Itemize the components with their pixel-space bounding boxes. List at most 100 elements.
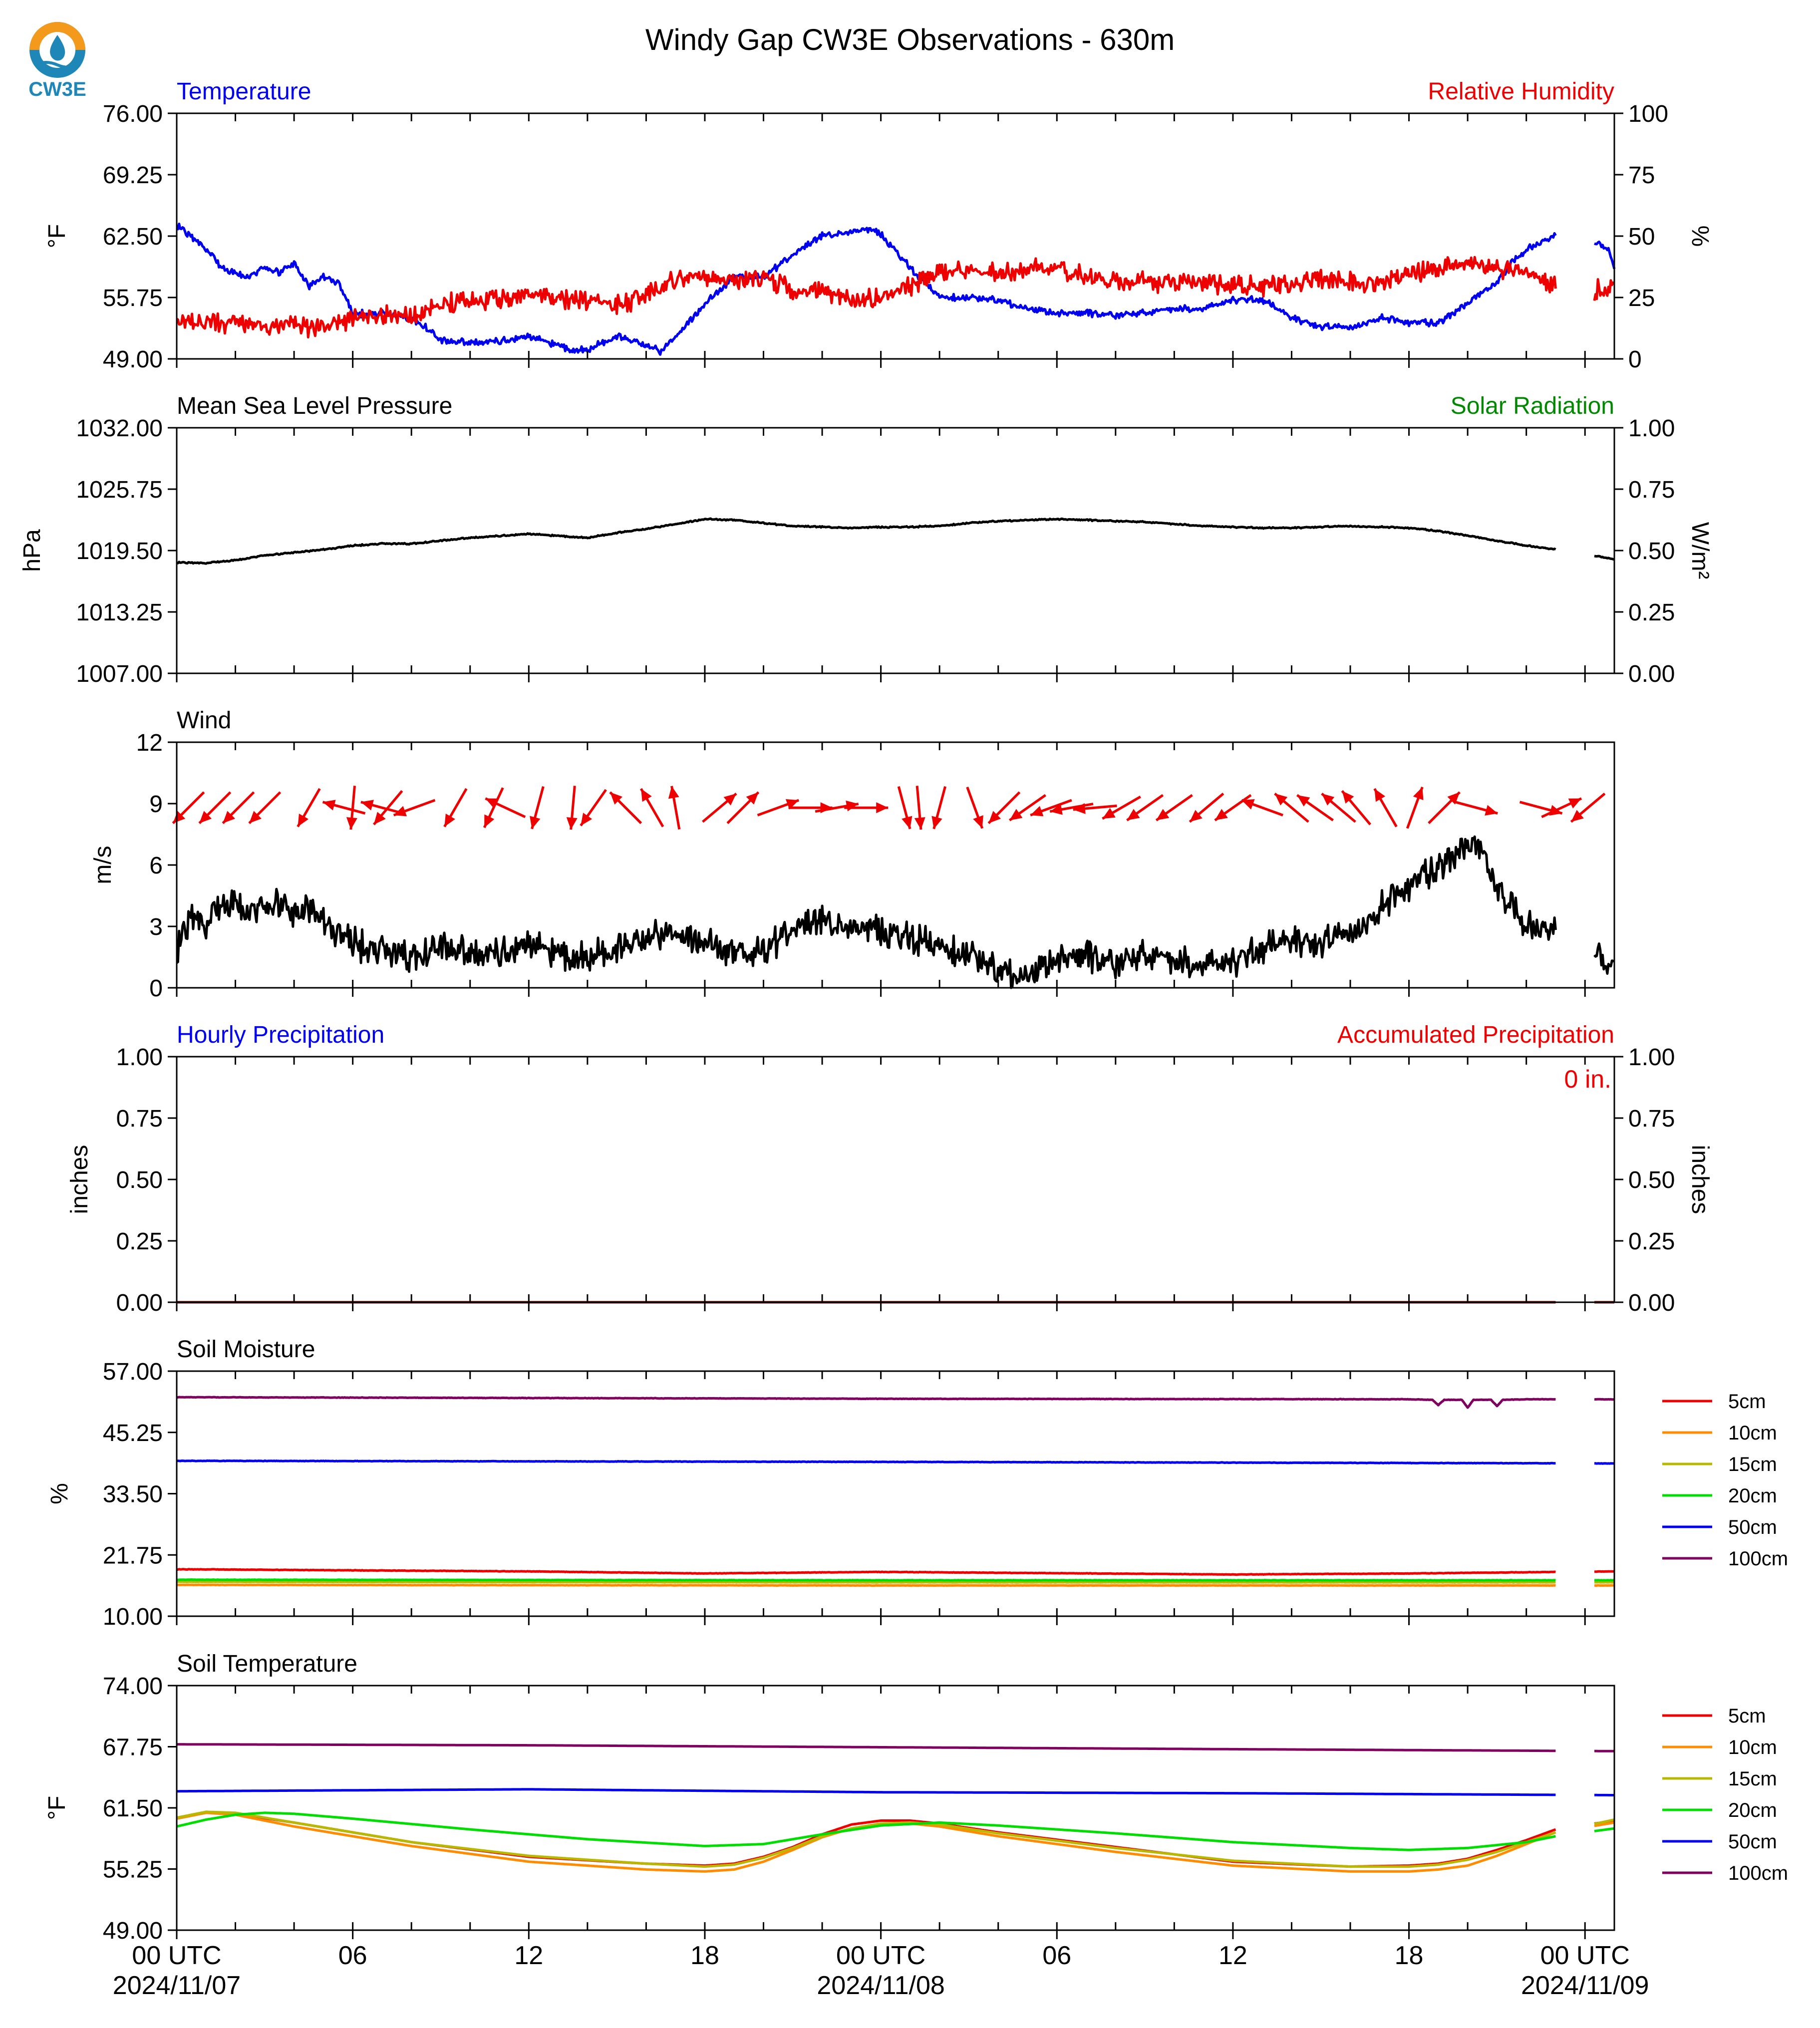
wind-arrow-head [373, 812, 386, 825]
wind-arrow [702, 793, 737, 823]
x-tick-label: 06 [1042, 1941, 1071, 1970]
cw3e-logo-text: CW3E [28, 78, 86, 100]
y-right-tick-label: 1.00 [1628, 415, 1675, 442]
y-right-tick-label: 0.00 [1628, 1290, 1675, 1316]
series-line-mean-sea-level-pressure-part-0 [176, 517, 1556, 565]
pressure-title-right: Solar Radiation [1451, 393, 1614, 419]
wind-arrow [222, 791, 255, 825]
y-left-tick-label: 49.00 [103, 346, 163, 373]
y-left-tick-label: 33.50 [103, 1481, 163, 1508]
y-left-tick-label: 1025.75 [76, 477, 163, 503]
temp_rh-x-ticks [176, 113, 1586, 368]
series-line-10cm-part-1 [1594, 1584, 1615, 1587]
cw3e-logo-sun-icon [29, 22, 85, 50]
wind-arrow [844, 802, 889, 814]
soil_moisture-title-left: Soil Moisture [177, 1336, 315, 1363]
legend-label: 5cm [1728, 1391, 1766, 1413]
wind-arrow-head [973, 815, 983, 829]
wind-arrow-head [1274, 793, 1288, 806]
legend-label: 100cm [1728, 1862, 1788, 1884]
pressure-x-ticks [176, 428, 1586, 682]
legend-label: 100cm [1728, 1548, 1788, 1570]
temp_rh-y-left-axis: 49.00 55.75 62.50 69.25 76.00 [103, 101, 177, 373]
soil_temp-y-left-axis: 49.00 55.25 61.50 67.75 74.00 [103, 1673, 177, 1944]
y-left-tick-label: 55.75 [103, 285, 163, 311]
wind-arrow-head [1571, 810, 1584, 822]
wind-arrow [322, 800, 366, 815]
soil_temp-legend: 5cm 10cm 15cm 20cm 50cm 100cm [1662, 1705, 1788, 1884]
wind-arrow [1570, 793, 1606, 823]
wind-arrow [1321, 793, 1356, 823]
wind-arrow-head [931, 816, 942, 829]
wind-arrow [1341, 790, 1371, 826]
soil_temp-title-left: Soil Temperature [177, 1651, 357, 1677]
temp_rh-y-right-axis: 0 25 50 75 100 [1614, 101, 1668, 373]
x-tick-label: 00 UTC [1540, 1941, 1630, 1970]
panels: 49.00 55.75 62.50 69.25 76.00 0 25 50 75 100 Tempe… [19, 78, 1788, 2000]
cw3e-logo: CW3E [28, 22, 86, 100]
wind-arrow-head [485, 798, 499, 809]
soil_moisture-y-left-label: % [46, 1483, 73, 1504]
series-line-wind-speed-part-0 [176, 835, 1557, 989]
y-right-tick-label: 0.50 [1628, 1167, 1675, 1193]
wind-arrow-head [360, 800, 374, 811]
wind-arrow-head [1321, 793, 1335, 806]
x-tick-label: 00 UTC [836, 1941, 925, 1970]
wind-arrow [897, 786, 912, 830]
y-left-tick-label: 1019.50 [76, 538, 163, 565]
y-left-tick-label: 1032.00 [76, 415, 163, 442]
y-left-tick-label: 0.50 [116, 1167, 163, 1193]
wind-arrow [1155, 794, 1193, 822]
wind-arrow [966, 786, 984, 829]
temp_rh-y-left-label: °F [44, 224, 70, 249]
series-line-mean-sea-level-pressure-part-1 [1594, 555, 1615, 561]
x-tick-label: 18 [690, 1941, 719, 1970]
y-left-tick-label: 0 [149, 975, 163, 1002]
wind-arrow-head [1009, 809, 1023, 821]
wind-arrow-head [988, 811, 1001, 824]
y-left-tick-label: 74.00 [103, 1673, 163, 1700]
wind-arrow [609, 791, 642, 825]
wind-arrow [248, 791, 282, 825]
wind-arrow [1296, 794, 1334, 822]
wind-arrow-head [1073, 803, 1086, 814]
wind-arrow-head [1342, 791, 1354, 804]
wind-arrow [580, 789, 607, 827]
wind-x-ticks [176, 742, 1586, 997]
series-line-wind-speed-part-1 [1593, 942, 1615, 975]
wind-arrow-head [723, 793, 737, 806]
soil_temp-y-left-label: °F [44, 1796, 70, 1820]
series-line-50cm-part-0 [176, 1459, 1556, 1465]
wind-arrow [566, 786, 578, 830]
wind-arrow-head [298, 814, 309, 827]
wind-arrow [1241, 799, 1283, 817]
wind-arrow [987, 791, 1021, 825]
series-line-100cm-part-0 [176, 1396, 1556, 1409]
series-line-20cm-part-0 [176, 1578, 1556, 1582]
pressure-y-right-axis: 0.00 0.25 0.50 0.75 1.00 [1614, 415, 1675, 687]
pressure-series [176, 517, 1615, 565]
wind-vectors [172, 786, 1606, 830]
x-tick-date: 2024/11/09 [1521, 1971, 1649, 2000]
panel-temp_rh: 49.00 55.75 62.50 69.25 76.00 0 25 50 75 100 Tempe… [44, 78, 1713, 373]
wind-arrow-head [902, 816, 912, 829]
wind-arrow-head [223, 811, 236, 824]
legend-label: 5cm [1728, 1705, 1766, 1727]
y-right-tick-label: 0.75 [1628, 1106, 1675, 1132]
wind-arrow-head [1568, 798, 1582, 809]
temp_rh-series [176, 223, 1616, 356]
y-left-tick-label: 61.50 [103, 1795, 163, 1822]
wind-arrow-head [484, 814, 495, 828]
y-right-tick-label: 50 [1628, 224, 1655, 250]
y-left-tick-label: 49.00 [103, 1918, 163, 1944]
wind-arrow-head [1190, 810, 1203, 822]
y-left-tick-label: 67.75 [103, 1735, 163, 1761]
legend-label: 10cm [1728, 1422, 1777, 1444]
pressure-y-left-axis: 1007.00 1013.25 1019.50 1025.75 1032.00 [76, 415, 177, 687]
x-tick-label: 12 [1218, 1941, 1247, 1970]
wind-arrow [485, 797, 526, 819]
y-left-tick-label: 1.00 [116, 1044, 163, 1071]
soil_moisture-legend: 5cm 10cm 15cm 20cm 50cm 100cm [1662, 1391, 1788, 1570]
pressure-y-right-label: W/m² [1687, 522, 1713, 579]
y-left-tick-label: 1013.25 [76, 599, 163, 626]
